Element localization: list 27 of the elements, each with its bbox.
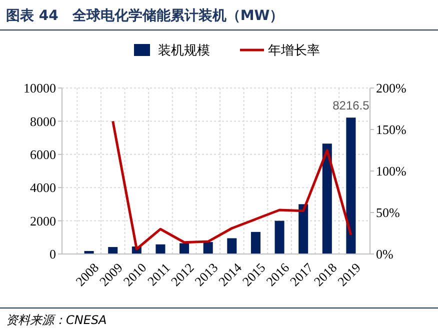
y-tick-label: 8000 bbox=[30, 114, 56, 129]
y-tick-label: 10000 bbox=[24, 80, 56, 96]
data-label: 8216.5 bbox=[332, 98, 370, 113]
bar bbox=[108, 247, 118, 254]
legend-label: 装机规模 bbox=[158, 44, 210, 59]
legend-label: 年增长率 bbox=[268, 42, 320, 59]
bar bbox=[346, 118, 356, 254]
bar bbox=[203, 242, 213, 254]
y-tick-label: 2000 bbox=[30, 213, 56, 228]
y2-tick-label: 50% bbox=[376, 205, 400, 220]
bar bbox=[322, 144, 332, 254]
y2-tick-label: 100% bbox=[376, 164, 406, 179]
y2-tick-label: 200% bbox=[376, 80, 406, 96]
y-tick-label: 4000 bbox=[30, 180, 56, 196]
bar bbox=[274, 220, 284, 254]
line-series bbox=[112, 120, 352, 250]
y-tick-label: 0 bbox=[50, 246, 56, 262]
y-tick-label: 6000 bbox=[30, 146, 56, 162]
bar bbox=[250, 232, 260, 254]
bar bbox=[180, 243, 190, 254]
bar bbox=[227, 238, 237, 254]
text: 资料来源：CNESA bbox=[6, 313, 107, 327]
bar bbox=[156, 244, 166, 254]
y2-tick-label: 0% bbox=[376, 246, 394, 262]
y2-tick-label: 150% bbox=[376, 122, 406, 138]
bar bbox=[298, 204, 308, 254]
chart-title: 图表 44 全球电化学储能累计装机（MW） bbox=[6, 8, 284, 24]
